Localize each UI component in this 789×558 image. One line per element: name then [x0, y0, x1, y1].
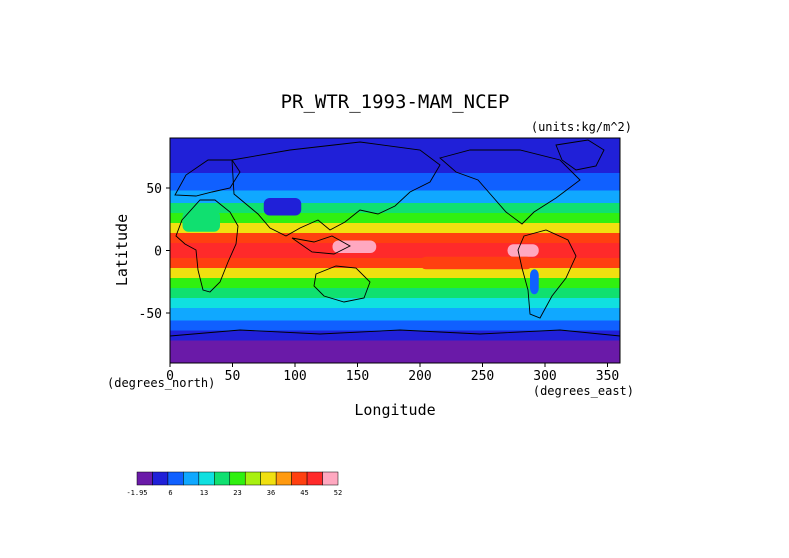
band-12: [170, 288, 620, 298]
band-0: [170, 138, 620, 153]
colorbar-label: 6: [168, 489, 172, 497]
region-0: [332, 240, 377, 253]
x-tick-label: 150: [346, 369, 369, 384]
band-8: [170, 243, 620, 258]
x-tick-label: 350: [596, 369, 619, 384]
band-16: [170, 330, 620, 341]
coastline-asia: [231, 141, 441, 237]
units-label: (units:kg/m^2): [531, 120, 632, 134]
coastline-indonesia: [291, 235, 351, 255]
x-axis: 0 50 100 150 200 250 300 350: [166, 363, 619, 384]
y-axis-label: Latitude: [113, 214, 131, 286]
colorbar-label: 45: [300, 489, 308, 497]
band-6: [170, 223, 620, 233]
band-11: [170, 278, 620, 288]
colorbar-swatch: [214, 471, 231, 486]
band-14: [170, 308, 620, 321]
coastline-australia: [313, 265, 371, 303]
y-tick-label: 50: [146, 182, 162, 197]
x-axis-label: Longitude: [354, 401, 435, 419]
colorbar-swatch: [244, 471, 261, 486]
band-2: [170, 173, 620, 191]
map-plot-area: [169, 137, 621, 364]
colorbar-swatch: [275, 471, 292, 486]
x-unit-label: (degrees_east): [533, 384, 634, 398]
x-tick-label: 0: [166, 369, 174, 384]
region-2: [420, 256, 533, 270]
band-9: [170, 258, 620, 268]
coastline-greenland: [555, 139, 605, 171]
band-17: [170, 340, 620, 363]
coastline-europe: [174, 159, 241, 197]
chart-title: PR_WTR_1993-MAM_NCEP: [281, 91, 510, 113]
region-1: [507, 244, 539, 257]
region-4: [263, 198, 302, 216]
colorbar-label: 23: [233, 489, 241, 497]
x-tick-label: 250: [471, 369, 494, 384]
band-4: [170, 203, 620, 213]
colorbar-swatch: [229, 471, 246, 486]
band-1: [170, 153, 620, 173]
band-7: [170, 233, 620, 243]
y-unit-label: (degrees_north): [107, 376, 215, 390]
colorbar-label: 36: [267, 489, 275, 497]
colorbar-swatch: [306, 471, 323, 486]
coastline-africa: [175, 199, 239, 293]
colorbar-swatch: [198, 471, 215, 486]
colorbar-swatch: [260, 471, 277, 486]
colorbar-label: 13: [200, 489, 208, 497]
band-5: [170, 213, 620, 223]
band-15: [170, 320, 620, 331]
colorbar-swatch: [152, 471, 169, 486]
x-tick-label: 300: [533, 369, 556, 384]
region-3: [182, 210, 220, 232]
colorbar: -1.95 6 13 23 36 45 52: [126, 471, 342, 497]
band-13: [170, 298, 620, 308]
data-regions: [182, 198, 539, 295]
x-tick-label: 200: [408, 369, 431, 384]
colorbar-swatch: [167, 471, 184, 486]
colorbar-swatch: [183, 471, 200, 486]
y-tick-label: -50: [139, 307, 162, 322]
coastlines: [169, 139, 621, 337]
colorbar-swatch: [322, 471, 339, 486]
colorbar-swatch: [136, 471, 153, 486]
y-axis: -50 0 50: [139, 182, 170, 322]
coastline-north-america: [439, 149, 581, 225]
colorbar-label: -1.95: [126, 489, 147, 497]
colorbar-swatch: [291, 471, 308, 486]
data-bands: [170, 138, 620, 363]
region-5: [530, 269, 539, 295]
y-tick-label: 0: [154, 245, 162, 260]
band-10: [170, 268, 620, 278]
coastline-antarctica: [169, 329, 621, 337]
colorbar-label: 52: [334, 489, 342, 497]
coastline-south-america: [517, 229, 577, 319]
x-tick-label: 50: [225, 369, 241, 384]
x-tick-label: 100: [283, 369, 306, 384]
